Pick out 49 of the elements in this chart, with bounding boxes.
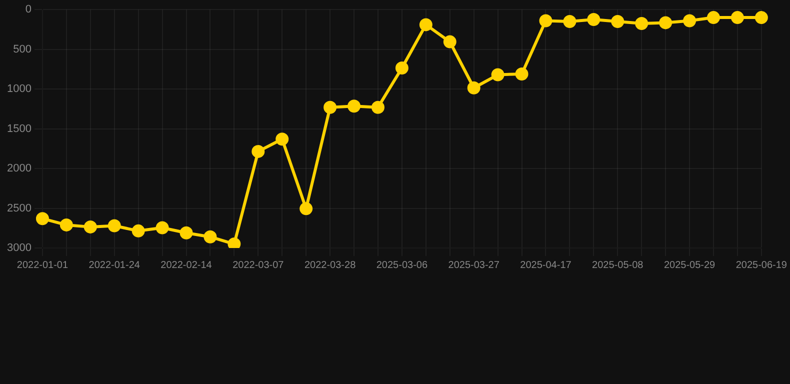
point bbox=[324, 100, 337, 114]
point bbox=[539, 14, 552, 28]
x-tick-label: 2022-02-14 bbox=[160, 260, 212, 271]
point bbox=[491, 68, 504, 82]
point bbox=[300, 202, 313, 216]
point bbox=[60, 218, 73, 232]
x-tick-label: 2025-03-06 bbox=[376, 260, 428, 271]
point bbox=[659, 16, 672, 30]
point bbox=[754, 11, 768, 24]
point bbox=[730, 11, 744, 24]
x-tick-label: 2022-03-07 bbox=[232, 260, 284, 271]
point bbox=[635, 17, 648, 30]
x-tick-label: 2025-05-29 bbox=[664, 260, 716, 271]
point bbox=[108, 219, 121, 232]
point bbox=[36, 212, 49, 226]
y-tick-label: 0 bbox=[25, 4, 32, 16]
point bbox=[419, 18, 432, 32]
point bbox=[252, 144, 265, 158]
y-tick-label: 3000 bbox=[6, 242, 32, 254]
point bbox=[228, 238, 241, 248]
y-tick-label: 2500 bbox=[6, 202, 32, 214]
y-tick-label: 500 bbox=[13, 43, 32, 56]
point bbox=[467, 81, 480, 94]
point bbox=[563, 15, 576, 28]
point bbox=[443, 35, 456, 48]
y-tick-label: 2000 bbox=[6, 162, 32, 175]
x-tick-label: 2022-01-24 bbox=[88, 260, 140, 271]
x-tick-label: 2022-03-28 bbox=[304, 260, 356, 271]
point bbox=[84, 220, 97, 234]
point bbox=[371, 100, 384, 114]
point bbox=[706, 11, 720, 24]
x-tick-label: 2025-06-19 bbox=[736, 260, 788, 271]
point bbox=[611, 15, 624, 28]
x-tick-label: 2025-04-17 bbox=[520, 260, 572, 271]
point bbox=[204, 230, 217, 244]
point bbox=[515, 67, 528, 80]
point bbox=[132, 224, 145, 238]
y-tick-label: 1500 bbox=[6, 122, 32, 135]
point bbox=[180, 226, 193, 240]
x-tick-label: 2025-05-08 bbox=[592, 260, 644, 271]
y-tick-label: 1000 bbox=[6, 83, 32, 96]
point bbox=[348, 100, 361, 113]
point bbox=[587, 13, 600, 26]
x-tick-label: 2022-01-01 bbox=[16, 260, 68, 271]
point bbox=[156, 221, 169, 234]
point bbox=[276, 132, 289, 146]
point bbox=[395, 62, 408, 75]
x-tick-label: 2025-03-27 bbox=[448, 260, 500, 271]
point bbox=[683, 14, 696, 28]
